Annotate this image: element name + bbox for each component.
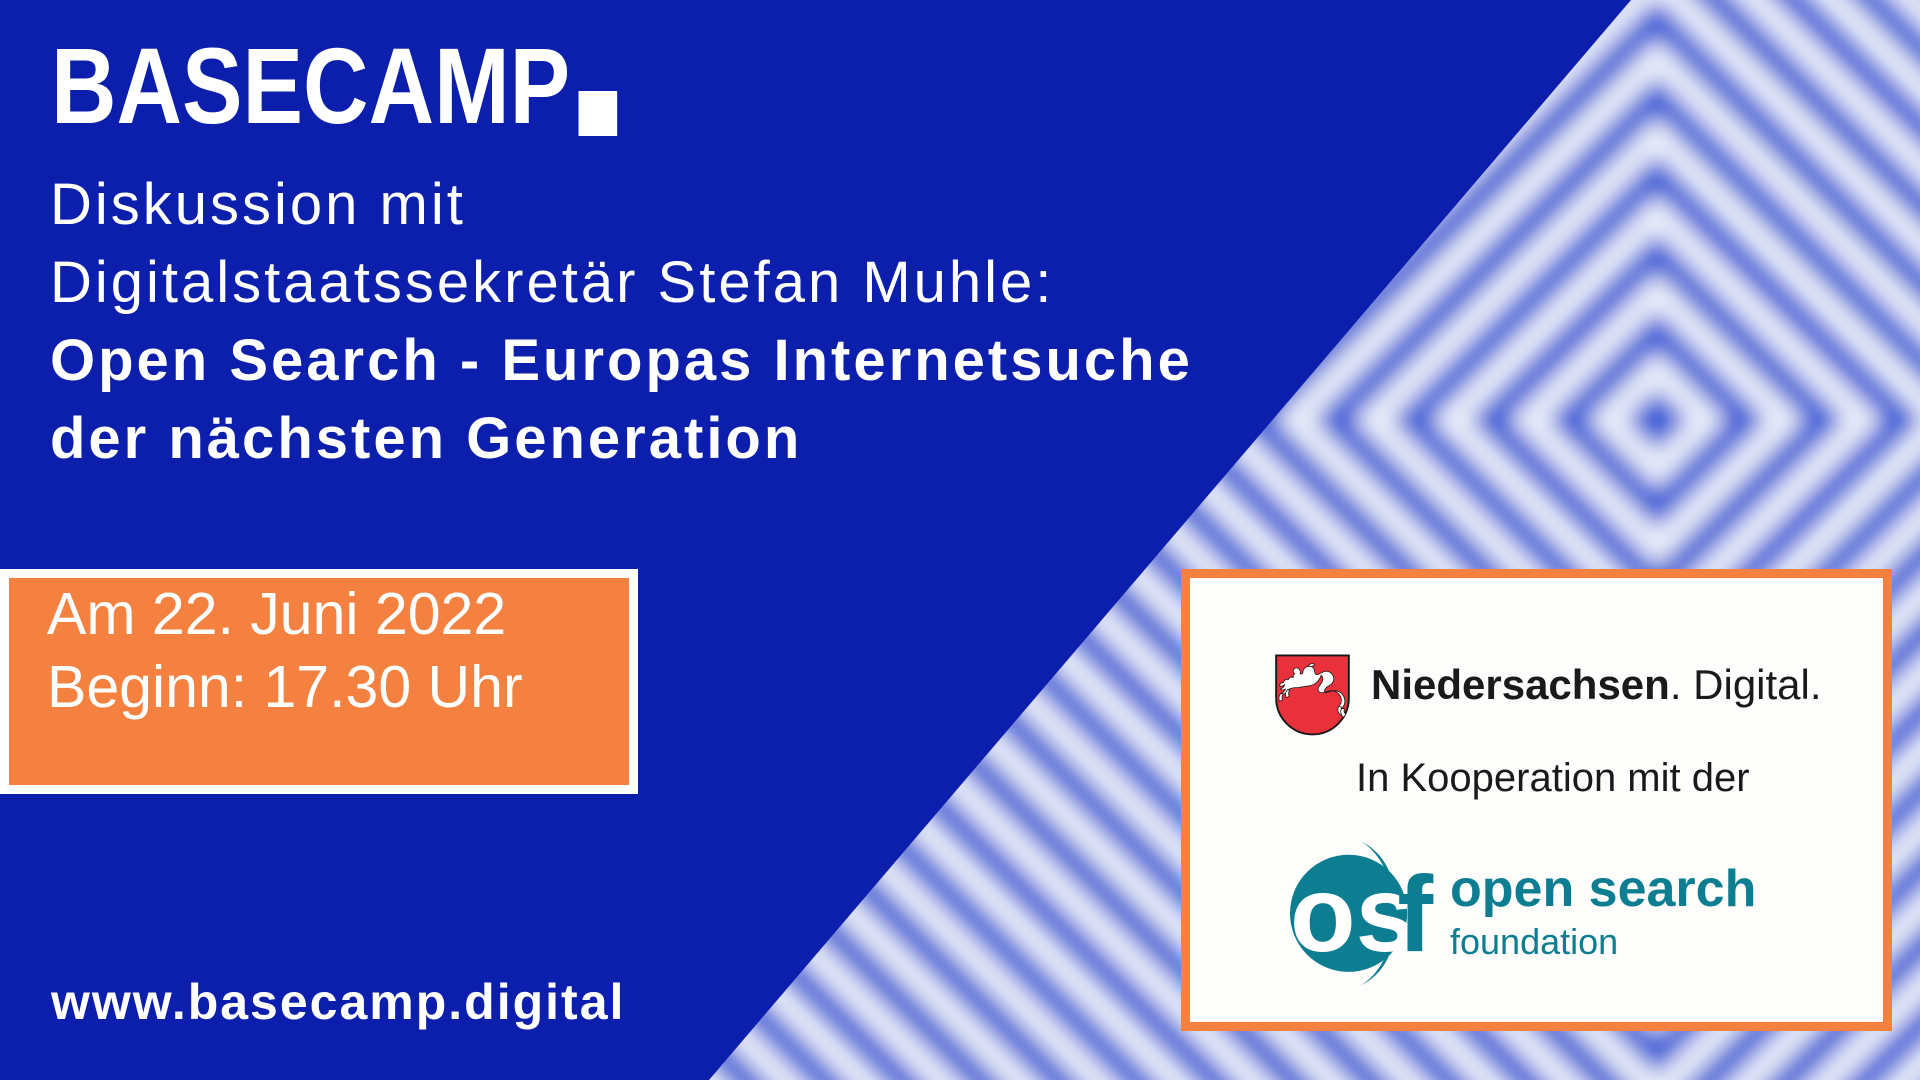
svg-text:open search: open search: [1450, 860, 1756, 918]
svg-text:f: f: [1397, 854, 1433, 974]
svg-text:foundation: foundation: [1450, 921, 1618, 962]
